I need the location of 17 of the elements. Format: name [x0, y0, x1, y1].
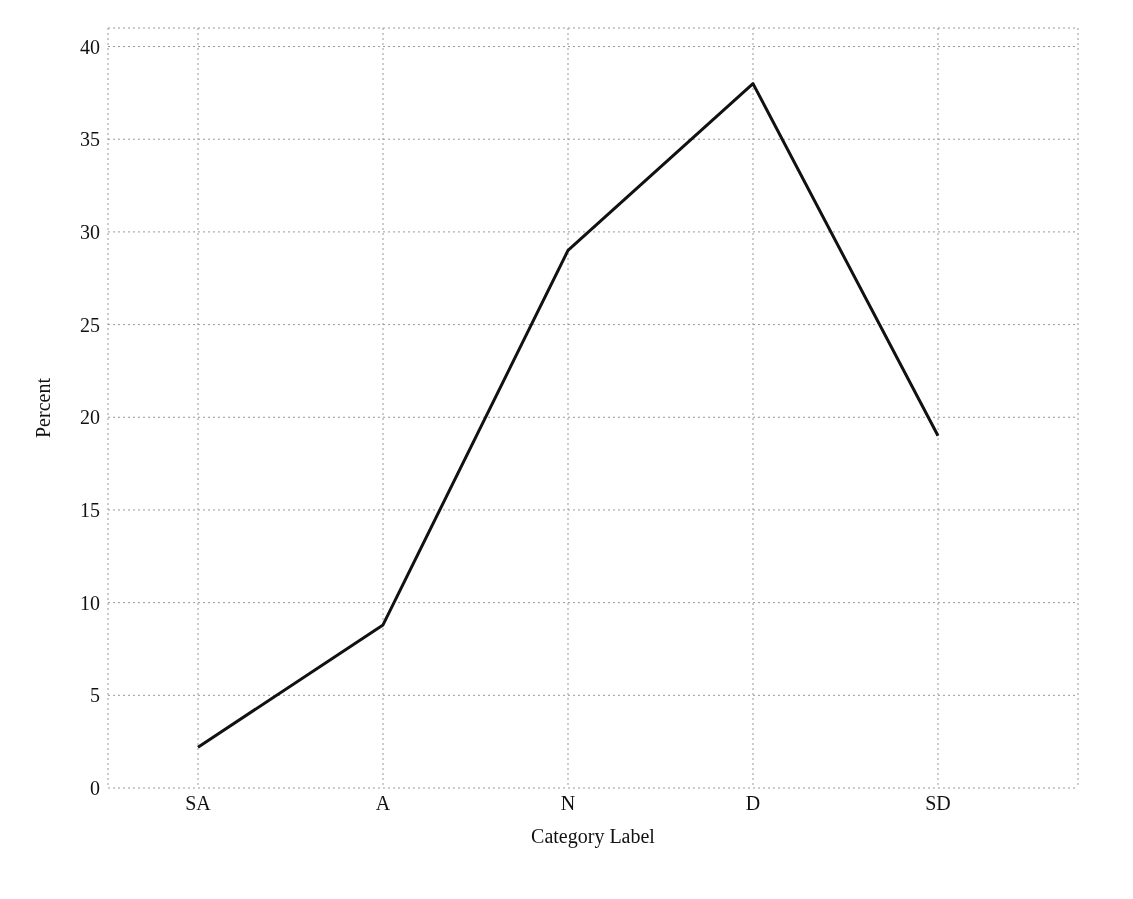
x-tick-label: SA: [185, 792, 212, 815]
y-tick-label: 40: [80, 35, 100, 58]
line-series: [196, 82, 940, 749]
y-tick-label: 10: [80, 591, 100, 614]
x-tick-label: SD: [925, 792, 951, 815]
x-tick-label: N: [560, 792, 576, 815]
y-tick-label: 25: [80, 313, 100, 336]
y-axis-title: Percent: [32, 377, 55, 438]
y-tick-label: 30: [80, 221, 100, 243]
x-axis-title: Category Label: [531, 825, 656, 848]
y-tick-label: 5: [90, 684, 100, 707]
y-tick-label: 0: [90, 777, 100, 800]
x-tick-label: D: [745, 792, 761, 815]
y-tick-label: 35: [80, 128, 100, 151]
y-tick-label: 20: [80, 406, 100, 429]
x-tick-label: A: [375, 792, 391, 815]
y-tick-label: 15: [80, 499, 100, 522]
